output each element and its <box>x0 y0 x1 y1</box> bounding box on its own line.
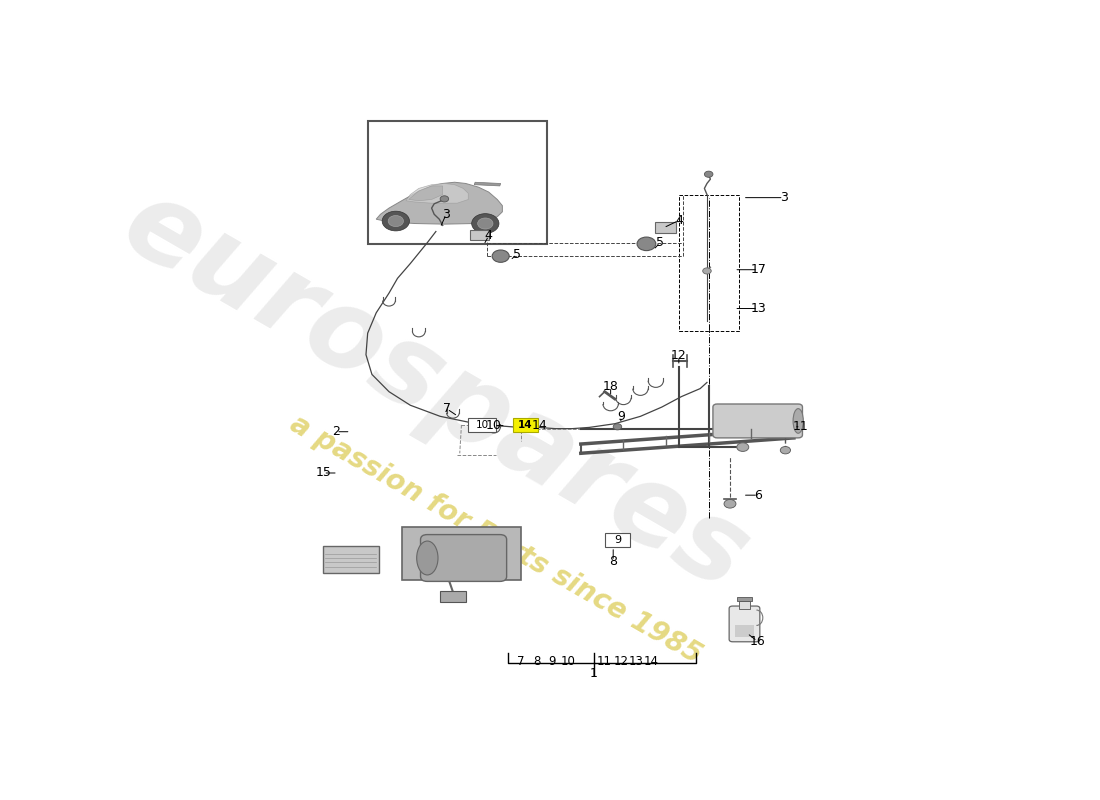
Bar <box>402 527 521 579</box>
FancyBboxPatch shape <box>713 404 803 438</box>
Circle shape <box>492 250 509 262</box>
Text: 10: 10 <box>561 654 575 668</box>
Circle shape <box>388 215 404 226</box>
Text: 1: 1 <box>590 667 597 680</box>
Text: 5: 5 <box>656 236 664 249</box>
FancyBboxPatch shape <box>420 534 507 582</box>
Circle shape <box>477 218 493 229</box>
Bar <box>323 546 378 574</box>
Text: 8: 8 <box>609 554 617 567</box>
Text: 13: 13 <box>750 302 766 315</box>
Circle shape <box>703 268 712 274</box>
Text: eurospares: eurospares <box>104 170 767 614</box>
Text: 17: 17 <box>750 263 766 276</box>
Text: 14: 14 <box>532 419 548 432</box>
Bar <box>654 222 676 233</box>
Circle shape <box>704 171 713 178</box>
Circle shape <box>382 211 409 231</box>
Text: 10: 10 <box>475 420 488 430</box>
Text: 7: 7 <box>443 402 451 415</box>
Text: 5: 5 <box>513 248 521 261</box>
Text: 8: 8 <box>532 654 540 668</box>
Text: 12: 12 <box>671 350 686 362</box>
Polygon shape <box>474 182 500 186</box>
Text: 11: 11 <box>793 420 808 434</box>
Text: 3: 3 <box>442 208 450 221</box>
Bar <box>737 597 752 601</box>
Text: 11: 11 <box>597 654 613 668</box>
Polygon shape <box>376 182 503 224</box>
Text: 9: 9 <box>614 535 622 545</box>
Ellipse shape <box>793 409 803 434</box>
Circle shape <box>472 214 499 234</box>
Bar <box>470 230 488 240</box>
Text: 9: 9 <box>617 410 625 423</box>
Text: 4: 4 <box>485 230 493 242</box>
Text: 9: 9 <box>548 654 556 668</box>
Text: 13: 13 <box>629 654 644 668</box>
Bar <box>440 591 465 602</box>
Circle shape <box>637 237 656 250</box>
Circle shape <box>440 196 449 202</box>
Polygon shape <box>406 183 469 203</box>
Text: 2: 2 <box>332 426 340 438</box>
Text: 4: 4 <box>675 214 683 227</box>
Text: 14: 14 <box>645 654 659 668</box>
Bar <box>513 418 538 432</box>
Circle shape <box>737 443 749 451</box>
Bar <box>738 601 750 609</box>
Bar <box>367 121 547 244</box>
Text: 16: 16 <box>749 634 766 648</box>
Text: 6: 6 <box>755 489 762 502</box>
Text: 18: 18 <box>603 380 618 394</box>
Text: 12: 12 <box>614 654 628 668</box>
FancyBboxPatch shape <box>729 606 760 642</box>
Bar <box>469 418 495 432</box>
Bar <box>735 625 754 638</box>
Text: 14: 14 <box>518 420 532 430</box>
Circle shape <box>780 446 791 454</box>
Text: 7: 7 <box>517 654 525 668</box>
Polygon shape <box>408 186 442 201</box>
Bar <box>605 534 630 547</box>
Circle shape <box>613 424 621 430</box>
Text: 10: 10 <box>486 419 502 432</box>
Circle shape <box>724 499 736 508</box>
Text: 15: 15 <box>316 466 331 479</box>
Text: a passion for Parts since 1985: a passion for Parts since 1985 <box>285 410 706 670</box>
Ellipse shape <box>417 541 438 575</box>
Text: 3: 3 <box>780 191 788 204</box>
